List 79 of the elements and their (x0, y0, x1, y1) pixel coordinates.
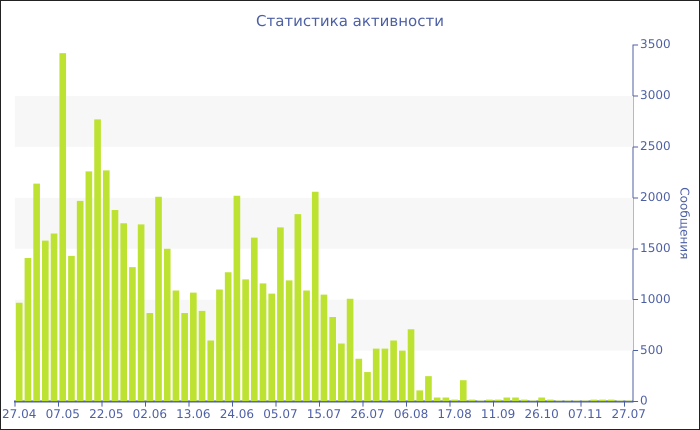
y-axis-title: Сообщения (678, 187, 692, 260)
bar (120, 223, 128, 402)
bar (338, 344, 345, 402)
x-tick-label: 02.06 (132, 406, 167, 421)
bar (320, 294, 328, 402)
bar (364, 372, 371, 402)
bar (164, 248, 171, 402)
bar (372, 348, 380, 402)
bar (312, 192, 319, 402)
bar (190, 292, 197, 402)
bar (242, 279, 249, 402)
bar (416, 390, 424, 402)
x-tick-label: 17.08 (437, 406, 472, 421)
x-tick-label: 22.05 (89, 406, 124, 421)
bar (355, 358, 362, 402)
y-tick-label: 3500 (640, 37, 671, 52)
bar (286, 280, 292, 402)
bar (512, 398, 519, 402)
bar (234, 196, 240, 402)
y-tick-label: 2000 (640, 190, 671, 204)
x-tick-label: 07.11 (568, 406, 602, 421)
bar (425, 376, 432, 402)
bar (94, 119, 101, 402)
bar (224, 272, 232, 402)
bar (102, 170, 110, 402)
bar (16, 302, 23, 402)
bar (59, 53, 66, 402)
chart-title: Статистика активности (256, 12, 444, 30)
x-tick-label: 24.06 (220, 406, 254, 421)
y-tick-label: 1000 (640, 292, 671, 306)
bar (129, 267, 136, 402)
x-tick-label: 06.08 (394, 406, 428, 421)
y-tick-label: 1500 (640, 240, 671, 255)
bar (250, 238, 258, 402)
bar (538, 398, 545, 402)
bar (277, 227, 284, 402)
bar (434, 398, 440, 402)
bar (398, 350, 406, 402)
bar (503, 398, 510, 402)
y-tick-label: 3000 (640, 88, 671, 102)
bar (216, 290, 223, 402)
bar (268, 294, 276, 402)
bar (155, 196, 162, 402)
bar (68, 256, 75, 402)
x-tick-label: 27.04 (2, 406, 36, 421)
bar (76, 200, 84, 402)
y-tick-label: 0 (640, 394, 648, 408)
bar (294, 214, 302, 402)
bar (408, 329, 414, 402)
bar (260, 283, 266, 402)
bar (112, 210, 118, 402)
x-tick-label: 15.07 (306, 406, 342, 421)
x-tick-label: 26.07 (350, 406, 385, 421)
bar (303, 290, 310, 402)
bar (33, 184, 40, 402)
bar (146, 312, 154, 402)
bar (172, 290, 180, 402)
y-tick-label: 2500 (640, 139, 671, 154)
bar (181, 312, 188, 402)
bar (198, 310, 206, 402)
bar (42, 240, 49, 402)
bar (86, 171, 92, 402)
bar (346, 298, 354, 402)
x-tick-label: 26.10 (524, 406, 559, 421)
bar (138, 224, 144, 402)
x-tick-label: 27.07 (612, 406, 646, 421)
bar (329, 317, 336, 402)
bar (207, 340, 214, 402)
x-tick-label: 13.06 (176, 406, 211, 421)
bar (460, 380, 467, 402)
x-tick-label: 05.07 (263, 406, 298, 421)
bar (442, 398, 450, 402)
bar (50, 233, 58, 402)
x-tick-label: 07.05 (46, 406, 80, 421)
bar (382, 348, 388, 402)
y-tick-label: 500 (640, 342, 663, 357)
bar (24, 258, 32, 402)
bar (390, 340, 397, 402)
x-tick-label: 11.09 (480, 406, 516, 421)
